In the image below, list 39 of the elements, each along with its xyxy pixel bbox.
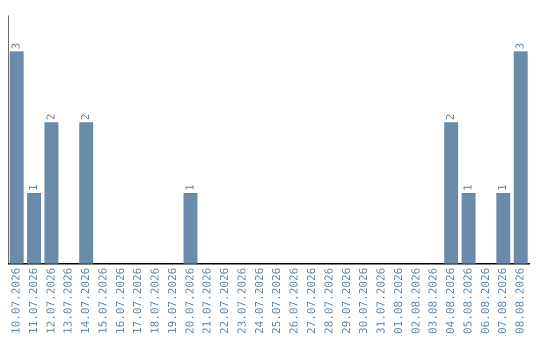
x-tick-label: 19.07.2026 bbox=[166, 268, 179, 334]
x-tick-label: 23.07.2026 bbox=[235, 268, 248, 334]
x-tick-label: 06.08.2026 bbox=[478, 268, 492, 334]
x-tick-label: 26.07.2026 bbox=[288, 268, 301, 334]
x-tick-label: 11.07.2026 bbox=[26, 268, 40, 334]
x-tick-label: 10.07.2026 bbox=[10, 268, 23, 334]
x-tick-label: 18.07.2026 bbox=[148, 268, 162, 334]
x-tick-label: 07.08.2026 bbox=[496, 268, 510, 334]
x-tick-label: 05.08.2026 bbox=[461, 268, 474, 334]
data-label: 2 bbox=[44, 114, 58, 120]
data-label: 3 bbox=[514, 42, 527, 50]
x-tick-label: 17.07.2026 bbox=[131, 268, 144, 334]
data-label: 3 bbox=[10, 42, 23, 50]
data-label: 2 bbox=[79, 114, 92, 120]
x-tick-label: 24.07.2026 bbox=[252, 268, 266, 334]
x-tick-label: 21.07.2026 bbox=[200, 268, 214, 334]
x-tick-label: 13.07.2026 bbox=[62, 268, 75, 334]
x-tick-label: 31.07.2026 bbox=[374, 268, 388, 334]
x-tick-label: 15.07.2026 bbox=[96, 268, 110, 334]
x-tick-label: 04.08.2026 bbox=[444, 268, 458, 334]
x-tick-label: 14.07.2026 bbox=[79, 268, 92, 334]
x-tick-label: 03.08.2026 bbox=[426, 268, 440, 334]
data-label: 1 bbox=[461, 184, 474, 191]
x-tick-label: 22.07.2026 bbox=[218, 268, 232, 334]
x-tick-label: 08.08.2026 bbox=[514, 268, 527, 334]
x-tick-label: 25.07.2026 bbox=[270, 268, 284, 334]
x-tick-label: 20.07.2026 bbox=[183, 268, 196, 334]
x-tick-label: 02.08.2026 bbox=[409, 268, 422, 334]
x-tick-label: 27.07.2026 bbox=[305, 268, 318, 334]
data-label: 1 bbox=[26, 184, 40, 191]
x-tick-label: 12.07.2026 bbox=[44, 268, 58, 334]
x-tick-label: 16.07.2026 bbox=[114, 268, 127, 334]
x-tick-label: 29.07.2026 bbox=[340, 268, 353, 334]
x-tick-label: 30.07.2026 bbox=[357, 268, 370, 334]
data-label: 1 bbox=[496, 184, 510, 191]
data-label: 1 bbox=[183, 184, 196, 191]
x-tick-label: 28.07.2026 bbox=[322, 268, 336, 334]
data-label: 2 bbox=[444, 114, 458, 120]
x-tick-label: 01.08.2026 bbox=[392, 268, 405, 334]
